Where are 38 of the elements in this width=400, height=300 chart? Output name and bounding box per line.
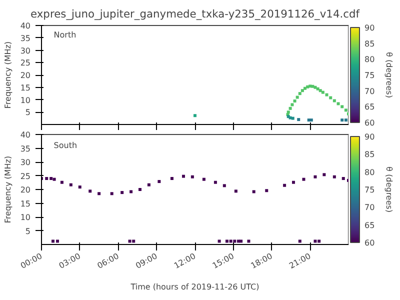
color-bar-label: 60 bbox=[364, 118, 375, 128]
color-bar-label: 85 bbox=[364, 150, 375, 160]
chart-title: expres_juno_jupiter_ganymede_txka-y235_20191126_v14.cdf bbox=[30, 8, 360, 20]
y-tick-label: 10 bbox=[20, 213, 31, 222]
annotation: North bbox=[54, 30, 76, 40]
y-tick-label: 10 bbox=[20, 96, 31, 105]
y-axis-title: Frequency (MHz) bbox=[3, 41, 12, 109]
y-tick-label: 35 bbox=[20, 144, 31, 154]
color-bar-label: 90 bbox=[364, 132, 375, 142]
y-axis-title: Frequency (MHz) bbox=[3, 156, 12, 224]
color-bar-label: 80 bbox=[364, 168, 375, 177]
y-tick-label: 5 bbox=[25, 108, 31, 118]
color-bar-label: 85 bbox=[364, 39, 375, 48]
y-tick-label: 40 bbox=[20, 130, 31, 140]
color-bar-title: θ (degrees) bbox=[384, 166, 394, 212]
x-axis-title: Time (hours of 2019-11-26 UTC) bbox=[130, 282, 260, 292]
y-tick-label: 30 bbox=[20, 46, 31, 56]
color-bar-label: 70 bbox=[364, 86, 375, 96]
y-tick-label: 5 bbox=[25, 226, 31, 236]
y-tick-label: 15 bbox=[20, 83, 31, 92]
y-tick-label: 35 bbox=[20, 34, 31, 43]
y-tick-label: 30 bbox=[20, 158, 31, 167]
y-tick-label: 40 bbox=[20, 22, 31, 30]
color-bar-label: 75 bbox=[364, 71, 375, 80]
color-bar-label: 75 bbox=[364, 186, 375, 194]
color-bar-label: 65 bbox=[364, 220, 375, 230]
y-tick-label: 20 bbox=[20, 71, 31, 80]
color-bar-label: 60 bbox=[364, 238, 375, 248]
color-bar-label: 80 bbox=[364, 55, 375, 64]
y-tick-label: 15 bbox=[20, 199, 31, 208]
color-bar-label: 90 bbox=[364, 24, 375, 32]
color-bar-label: 70 bbox=[364, 203, 375, 212]
y-tick-label: 25 bbox=[20, 58, 31, 68]
annotation: South bbox=[54, 140, 78, 150]
color-bar-title: θ (degrees) bbox=[384, 52, 394, 98]
y-tick-label: 20 bbox=[20, 186, 31, 194]
color-bar-label: 65 bbox=[364, 102, 375, 112]
y-tick-label: 25 bbox=[20, 172, 31, 181]
